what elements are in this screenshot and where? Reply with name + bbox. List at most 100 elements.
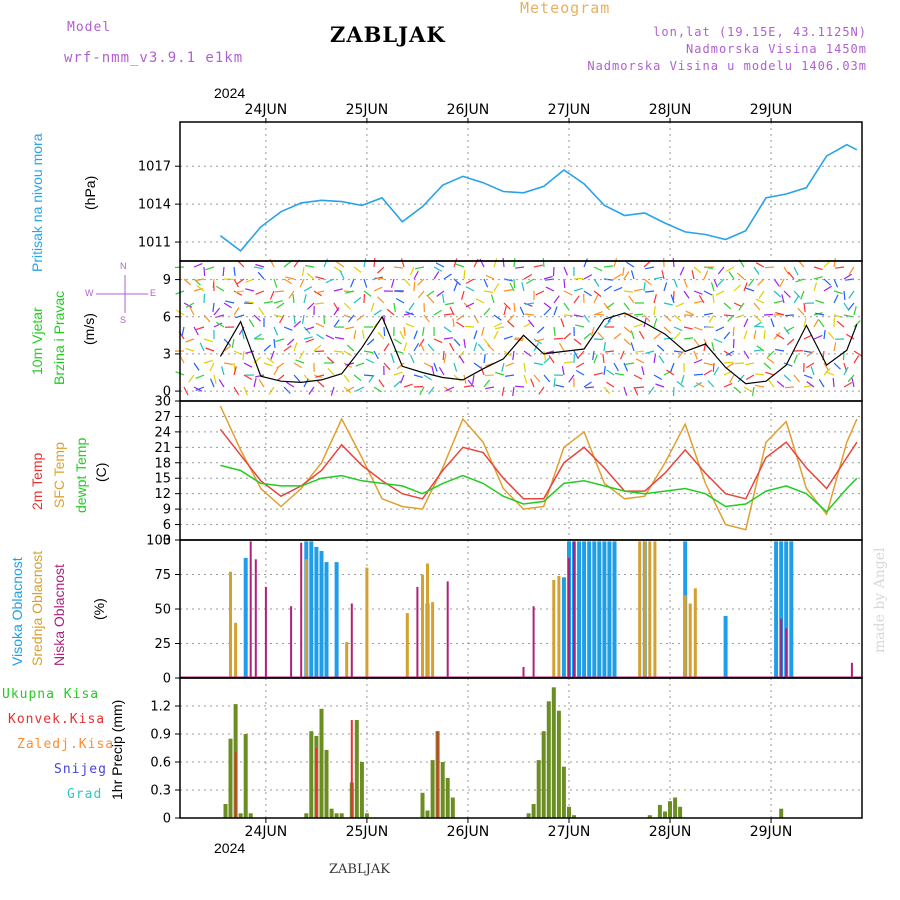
wind-barb bbox=[255, 290, 265, 295]
precip-total-bar bbox=[561, 766, 566, 818]
y-tick-label: 30 bbox=[154, 395, 171, 410]
wind-barb bbox=[213, 374, 217, 384]
wind-barb bbox=[503, 302, 511, 310]
wind-barb bbox=[680, 374, 685, 384]
wind-barb bbox=[614, 372, 625, 376]
wind-barb bbox=[633, 288, 643, 292]
wind-barb bbox=[653, 294, 657, 304]
wind-barb bbox=[306, 272, 315, 280]
wind-barb bbox=[373, 350, 379, 360]
wind-barb bbox=[356, 314, 365, 321]
wind-barb bbox=[715, 326, 725, 332]
wind-barb bbox=[675, 302, 685, 308]
y-tick-label: 0 bbox=[163, 812, 171, 827]
wind-barb bbox=[818, 378, 825, 388]
wind-barb bbox=[603, 366, 606, 376]
top-day-label: 28JUN bbox=[649, 102, 692, 118]
temp-unit: (C) bbox=[93, 462, 109, 482]
wind-barb bbox=[543, 302, 552, 309]
wind-barb bbox=[677, 350, 685, 359]
wind-barb bbox=[738, 302, 745, 311]
wind-barb bbox=[263, 300, 273, 304]
panel-frame bbox=[179, 121, 863, 262]
wind-barb bbox=[630, 270, 635, 280]
wind-barb bbox=[393, 380, 402, 388]
wind-barb bbox=[787, 271, 795, 280]
wind-barb bbox=[613, 258, 618, 268]
wind-barb bbox=[286, 338, 295, 346]
wind-barb bbox=[672, 290, 675, 301]
wind-barb bbox=[710, 282, 715, 292]
wind-barb bbox=[533, 362, 544, 366]
y-tick-label: 9 bbox=[163, 273, 171, 288]
wind-barb bbox=[315, 290, 325, 294]
wind-barb bbox=[753, 314, 762, 322]
wind-barb bbox=[193, 362, 200, 371]
wind-barb bbox=[815, 299, 825, 304]
wind-barb bbox=[405, 311, 415, 316]
high-cloud-bar bbox=[723, 615, 728, 678]
wind-barb bbox=[363, 278, 368, 288]
bottom-day-label: 27JUN bbox=[548, 824, 591, 840]
wind-barb bbox=[683, 278, 688, 288]
wind-barb bbox=[453, 258, 458, 268]
wind-barb bbox=[737, 374, 745, 383]
y-tick-label: 21 bbox=[154, 441, 171, 456]
pressure-unit: (hPa) bbox=[82, 175, 98, 210]
wind-barb bbox=[693, 350, 698, 360]
top-year-label: 2024 bbox=[214, 85, 246, 101]
wind-barb bbox=[630, 330, 635, 340]
wind-barb bbox=[315, 322, 325, 328]
wind-barb bbox=[243, 362, 253, 368]
wind-barb bbox=[725, 350, 735, 357]
wind-barb bbox=[301, 266, 305, 276]
precip-total-bar bbox=[364, 813, 369, 818]
wind-barb bbox=[223, 362, 233, 365]
wind-barb bbox=[345, 386, 355, 392]
wind-barb bbox=[717, 266, 725, 275]
wind-barb bbox=[315, 333, 325, 340]
mid-cloud-bar bbox=[304, 559, 308, 678]
precip-total-bar bbox=[663, 811, 667, 818]
wind-barb bbox=[768, 379, 775, 388]
high-cloud-bar bbox=[592, 541, 597, 678]
low-cloud-bar bbox=[254, 559, 257, 678]
wind-barb bbox=[203, 293, 206, 304]
precip-title-snow: Snijeg bbox=[54, 762, 107, 777]
wind-barb bbox=[353, 374, 362, 382]
coords-label: lon,lat (19.15E, 43.1125N) bbox=[653, 25, 867, 39]
y-tick-label: 50 bbox=[154, 603, 171, 618]
low-cloud-bar bbox=[568, 557, 570, 678]
wind-barb bbox=[505, 362, 515, 367]
wind-barb bbox=[343, 350, 352, 357]
wind-barb bbox=[633, 386, 639, 396]
wind-barb bbox=[633, 323, 643, 328]
precip-total-bar bbox=[304, 813, 309, 818]
wind-barb bbox=[195, 326, 205, 331]
wind-barb bbox=[408, 302, 415, 311]
wind-barb bbox=[465, 278, 475, 284]
wind-barb bbox=[458, 355, 465, 364]
wind-barb bbox=[193, 326, 199, 336]
wind-barb bbox=[373, 309, 382, 316]
temp-title-dew: dewpt Temp bbox=[73, 437, 89, 513]
low-cloud-bar bbox=[785, 628, 788, 678]
wind-barb bbox=[413, 385, 424, 388]
wind-barb bbox=[536, 326, 545, 334]
wind-barb bbox=[622, 266, 625, 276]
wind-barb bbox=[573, 295, 580, 304]
wind-barb bbox=[643, 314, 651, 323]
wind-barb bbox=[195, 386, 205, 391]
wind-barb bbox=[613, 273, 622, 280]
wind-barb bbox=[691, 270, 695, 280]
wind-barb bbox=[775, 348, 785, 352]
wind-barb bbox=[269, 290, 275, 300]
wind-barb bbox=[473, 314, 479, 324]
wind-barb bbox=[679, 266, 685, 276]
wind-barb bbox=[270, 350, 275, 360]
wind-barb bbox=[443, 326, 452, 333]
wind-barb bbox=[513, 302, 516, 313]
wind-barb bbox=[323, 258, 329, 268]
high-cloud-bar bbox=[582, 541, 587, 678]
wind-barb bbox=[413, 330, 418, 340]
